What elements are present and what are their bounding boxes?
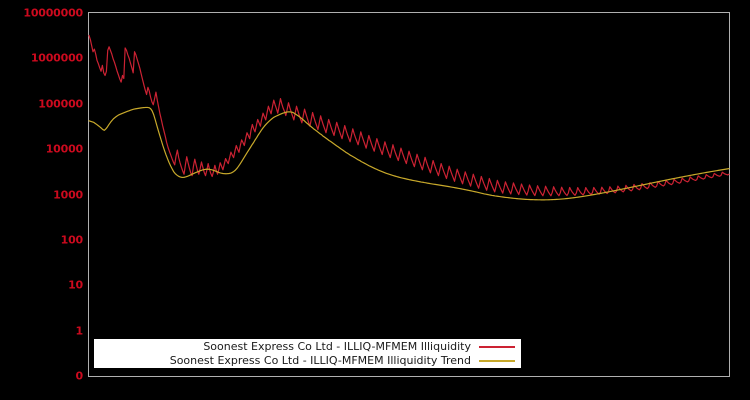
plot-frame [88, 12, 730, 377]
y-axis-tick-label: 1 [75, 324, 84, 338]
chart-legend[interactable]: Soonest Express Co Ltd - ILLIQ-MFMEM Ill… [94, 339, 521, 368]
y-axis-tick-label: 10000000 [23, 6, 83, 20]
legend-label: Soonest Express Co Ltd - ILLIQ-MFMEM Ill… [203, 339, 471, 353]
y-axis-tick-label: 100000 [38, 97, 83, 111]
y-axis-tick-label: 10000 [45, 142, 83, 156]
legend-label: Soonest Express Co Ltd - ILLIQ-MFMEM Ill… [169, 353, 471, 367]
y-axis-tick-label: 1000 [53, 188, 83, 201]
series-line-1 [88, 106, 730, 201]
y-axis-tick-label: 0 [75, 369, 84, 383]
y-axis-tick-label: 10 [68, 278, 83, 292]
y-axis-tick-label: 1000000 [30, 51, 83, 65]
legend-color-swatch [479, 345, 515, 348]
legend-entry[interactable]: Soonest Express Co Ltd - ILLIQ-MFMEM Ill… [94, 340, 517, 354]
y-axis-tick-label: 100 [60, 233, 84, 247]
legend-color-swatch [479, 359, 515, 362]
legend-entry[interactable]: Soonest Express Co Ltd - ILLIQ-MFMEM Ill… [94, 354, 517, 368]
y-axis-tick-labels: 10000000 1000000 100000 10000 1000 100 10 1 0 [0, 0, 83, 400]
series-layer [88, 34, 730, 201]
series-line-0 [88, 34, 730, 197]
